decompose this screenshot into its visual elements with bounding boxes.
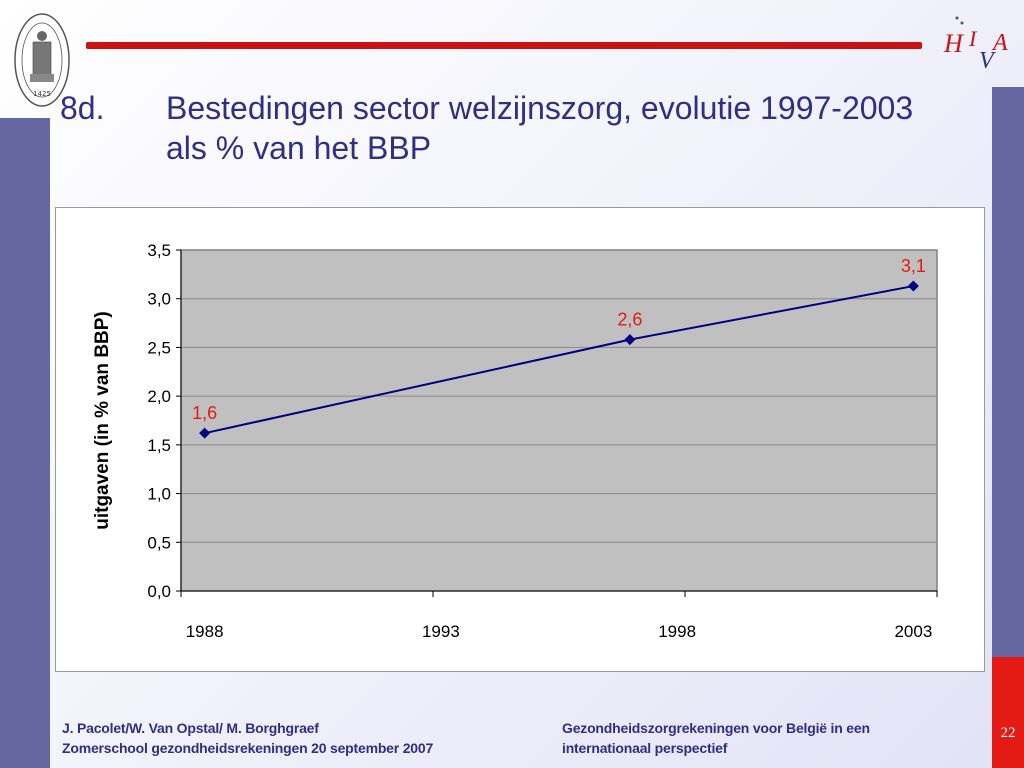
y-tick-label: 0,5: [147, 533, 171, 552]
x-tick-label: 1998: [658, 622, 696, 641]
y-tick-label: 2,5: [147, 338, 171, 357]
footer-topic: Gezondheidszorgrekeningen voor België in…: [562, 718, 962, 758]
data-label: 1,6: [192, 403, 217, 423]
data-label: 2,6: [617, 310, 642, 330]
data-point-marker: [624, 334, 636, 346]
y-tick-label: 3,0: [147, 290, 171, 309]
page-number: 22: [1000, 725, 1016, 741]
data-point-marker: [907, 280, 919, 292]
y-tick-label: 3,5: [147, 241, 171, 260]
logo-letter-h: H: [943, 29, 964, 58]
page-number-box: 22: [992, 657, 1024, 768]
chart-container: 0,0 0,5 1,0 1,5 2,0 2,5 3,0 3,5 1988 1993 1998 2003…: [55, 207, 985, 672]
logo-letter-v: V: [979, 48, 996, 74]
slide-number: 8d.: [60, 90, 105, 126]
hiva-logo: H I V A: [943, 16, 1008, 74]
footer-topic-line-1: Gezondheidszorgrekeningen voor België in…: [562, 720, 870, 736]
data-point-marker: [199, 427, 211, 439]
university-seal-logo: 1425: [14, 13, 70, 107]
footer-authors-line-1: J. Pacolet/W. Van Opstal/ M. Borghgraef: [62, 720, 319, 736]
footer-topic-line-2: internationaal perspectief: [562, 740, 728, 756]
logo-letter-i: I: [968, 26, 978, 51]
y-axis-title: uitgaven (in % van BBP): [92, 311, 113, 530]
y-tick-label: 1,0: [147, 485, 171, 504]
right-side-bar: [992, 87, 1024, 657]
plot-area: [180, 249, 938, 592]
x-tick-label: 1993: [422, 622, 460, 641]
footer-authors: J. Pacolet/W. Van Opstal/ M. Borghgraef …: [62, 718, 433, 758]
seal-year: 1425: [33, 90, 51, 98]
y-tick-label: 0,0: [147, 582, 171, 601]
y-tick-label: 2,0: [147, 387, 171, 406]
title-rule: [86, 42, 922, 49]
data-label: 3,1: [901, 256, 926, 276]
footer-authors-line-2: Zomerschool gezondheidsrekeningen 20 sep…: [62, 740, 434, 756]
line-chart: 0,0 0,5 1,0 1,5 2,0 2,5 3,0 3,5 1988 1993 1998 2003…: [92, 241, 938, 641]
x-tick-label: 1988: [186, 622, 224, 641]
slide-title-text: Bestedingen sector welzijnszorg, evoluti…: [166, 90, 914, 166]
x-tick-label: 2003: [894, 622, 932, 641]
left-side-bar: [0, 118, 50, 768]
logo-letter-a: A: [991, 30, 1008, 56]
y-tick-label: 1,5: [147, 436, 171, 455]
